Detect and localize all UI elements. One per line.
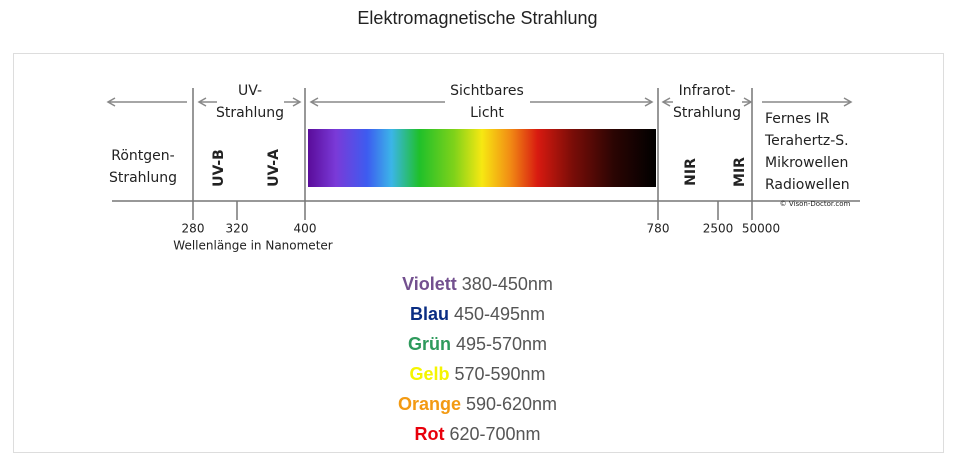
region-label: Licht: [470, 105, 504, 121]
tick-label: 50000: [742, 222, 780, 236]
color-range: 380-450nm: [461, 274, 553, 294]
region-label: Strahlung: [673, 105, 741, 121]
copyright: © Vison-Doctor.com: [780, 200, 851, 208]
color-name: Blau: [409, 304, 449, 324]
tick-label: 280: [182, 222, 205, 236]
region-label: Röntgen-: [111, 148, 174, 164]
color-list: Violett 380-450nm Blau 450-495nm Grün 495-570…: [0, 272, 955, 452]
color-range: 495-570nm: [455, 334, 548, 354]
color-name: Orange: [397, 394, 461, 414]
region-label: Mikrowellen: [765, 155, 848, 171]
color-range: 590-620nm: [465, 394, 558, 414]
sub-region-label: UV-A: [266, 149, 282, 187]
sub-region-label: NIR: [683, 158, 699, 186]
separators: [192, 88, 753, 220]
color-row: Gelb 570-590nm: [0, 362, 955, 392]
page-title: Elektromagnetische Strahlung: [357, 8, 598, 28]
tick-label: 320: [226, 222, 249, 236]
color-row: Grün 495-570nm: [0, 332, 955, 362]
visible-spectrum: [308, 129, 656, 187]
color-name: Grün: [407, 334, 451, 354]
color-name: Violett: [402, 274, 457, 294]
color-name: Rot: [414, 424, 445, 444]
region-label: Terahertz-S.: [764, 133, 849, 149]
axis-label: Wellenlänge in Nanometer: [173, 239, 333, 253]
content-box: [13, 53, 944, 453]
region-label: Strahlung: [216, 105, 284, 121]
tick-label: 780: [647, 222, 670, 236]
region-label: Fernes IR: [765, 111, 830, 127]
sub-region-label: MIR: [732, 157, 748, 187]
color-row: Orange 590-620nm: [0, 392, 955, 422]
tick-label: 400: [294, 222, 317, 236]
region-label: Radiowellen: [765, 177, 850, 193]
color-range: 450-495nm: [453, 304, 546, 324]
region-label: UV-: [238, 83, 262, 99]
tick-label: 2500: [703, 222, 734, 236]
color-range: 570-590nm: [454, 364, 546, 384]
color-row: Rot 620-700nm: [0, 422, 955, 452]
color-row: Violett 380-450nm: [0, 272, 955, 302]
sub-region-label: UV-B: [211, 149, 227, 187]
region-label: Sichtbares: [450, 83, 524, 99]
region-label: Infrarot-: [679, 83, 736, 99]
color-range: 620-700nm: [449, 424, 541, 444]
region-label: Strahlung: [109, 170, 177, 186]
color-name: Gelb: [409, 364, 450, 384]
color-row: Blau 450-495nm: [0, 302, 955, 332]
